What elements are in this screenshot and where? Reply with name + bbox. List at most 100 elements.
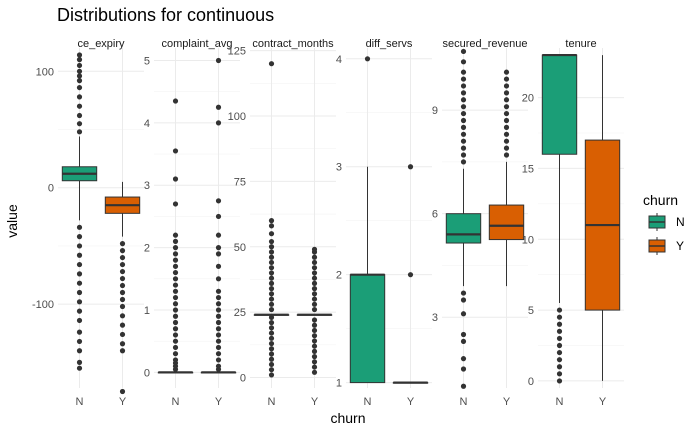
x-axis-title: churn — [330, 410, 365, 426]
outlier-point — [311, 338, 318, 344]
outlier-point — [268, 259, 275, 266]
outlier-point — [119, 341, 126, 347]
outlier-point — [215, 263, 222, 269]
outlier-point — [268, 286, 275, 292]
outlier-point — [215, 326, 222, 332]
facet-ce-expiry: ce_expiry -100 0 100 N Y — [32, 38, 144, 408]
outlier-point — [119, 248, 126, 254]
outlier-point — [172, 288, 179, 294]
y-tick-label: 3 — [144, 180, 150, 192]
y-tick-label: 10 — [522, 234, 534, 246]
outlier-point — [215, 104, 222, 110]
facet-label: diff_servs — [366, 38, 413, 50]
outlier-point — [172, 319, 179, 326]
outlier-point — [76, 289, 83, 296]
outlier-point — [119, 282, 126, 289]
outlier-point — [172, 201, 179, 207]
outlier-point — [215, 251, 222, 257]
outlier-point — [311, 359, 318, 365]
y-tick-label: 1 — [144, 305, 150, 317]
outlier-point — [119, 331, 126, 338]
legend-label: Y — [676, 239, 684, 253]
outlier-point — [268, 244, 275, 250]
y-tick-label: -100 — [32, 299, 54, 311]
outlier-point — [172, 282, 179, 288]
outlier-point — [215, 294, 222, 301]
x-tick-label: Y — [407, 396, 415, 408]
outlier-point — [119, 348, 126, 354]
outlier-point — [215, 307, 222, 313]
outlier-point — [172, 98, 179, 104]
outlier-point — [119, 261, 126, 268]
outlier-point — [172, 257, 179, 263]
outlier-point — [268, 346, 275, 352]
outlier-point — [119, 275, 126, 282]
outlier-point — [215, 319, 222, 326]
outlier-point — [311, 364, 318, 370]
outlier-point — [556, 364, 563, 370]
outlier-point — [311, 317, 318, 323]
outlier-point — [460, 366, 467, 372]
y-tick-label: 4 — [144, 118, 150, 130]
outlier-point — [76, 103, 83, 109]
outlier-point — [215, 313, 222, 319]
x-tick-label: Y — [119, 396, 127, 408]
y-tick-label: 0 — [528, 376, 534, 388]
outlier-point — [268, 296, 275, 302]
box-y — [488, 69, 525, 287]
outlier-point — [311, 259, 318, 266]
outlier-point — [311, 246, 318, 252]
outlier-point — [215, 301, 222, 307]
outlier-point — [311, 348, 318, 354]
outlier-point — [460, 117, 467, 124]
y-tick-label: 0 — [240, 373, 246, 385]
legend-label: N — [676, 215, 685, 229]
outlier-point — [311, 296, 318, 302]
y-tick-label: 50 — [234, 242, 246, 254]
facet-complaint-avg: complaint_avg 0 1 2 3 4 5 N Y — [144, 38, 240, 408]
outlier-point — [503, 104, 510, 110]
box-y — [392, 164, 429, 384]
x-tick-label: Y — [311, 396, 319, 408]
outlier-point — [503, 69, 510, 75]
outlier-point — [76, 68, 83, 74]
outlier-point — [503, 90, 510, 96]
outlier-point — [311, 291, 318, 297]
outlier-point — [556, 342, 563, 349]
outlier-point — [172, 269, 179, 276]
outlier-point — [215, 332, 222, 338]
outlier-point — [76, 62, 83, 69]
outlier-point — [556, 335, 563, 342]
outlier-point — [215, 276, 222, 282]
outlier-point — [503, 97, 510, 103]
outlier-point — [215, 363, 222, 369]
outlier-point — [76, 261, 83, 268]
outlier-point — [503, 117, 510, 124]
outlier-point — [460, 383, 467, 389]
x-tick-label: Y — [599, 396, 607, 408]
box-y — [104, 181, 141, 395]
outlier-point — [311, 254, 318, 260]
box-body — [488, 204, 525, 241]
outlier-point — [268, 254, 275, 260]
outlier-point — [311, 306, 318, 313]
outlier-point — [556, 314, 563, 320]
outlier-point — [119, 254, 126, 261]
outlier-point — [460, 159, 467, 165]
y-axis-title: value — [4, 204, 20, 238]
box-n — [157, 98, 194, 374]
outlier-point — [172, 148, 179, 154]
outlier-point — [215, 213, 222, 220]
outlier-point — [460, 90, 467, 96]
facet-label: ce_expiry — [77, 38, 125, 50]
box-body — [349, 274, 386, 384]
x-tick-label: Y — [503, 396, 511, 408]
outlier-point — [460, 297, 467, 303]
y-tick-label: 9 — [432, 105, 438, 117]
legend-key-y: Y — [647, 236, 684, 256]
x-tick-label: N — [172, 396, 180, 408]
facet-contract-months: contract_months 0 25 50 75 100 125 N Y — [228, 38, 336, 408]
outlier-point — [268, 61, 275, 67]
box-y — [296, 246, 333, 375]
outlier-point — [76, 52, 83, 58]
